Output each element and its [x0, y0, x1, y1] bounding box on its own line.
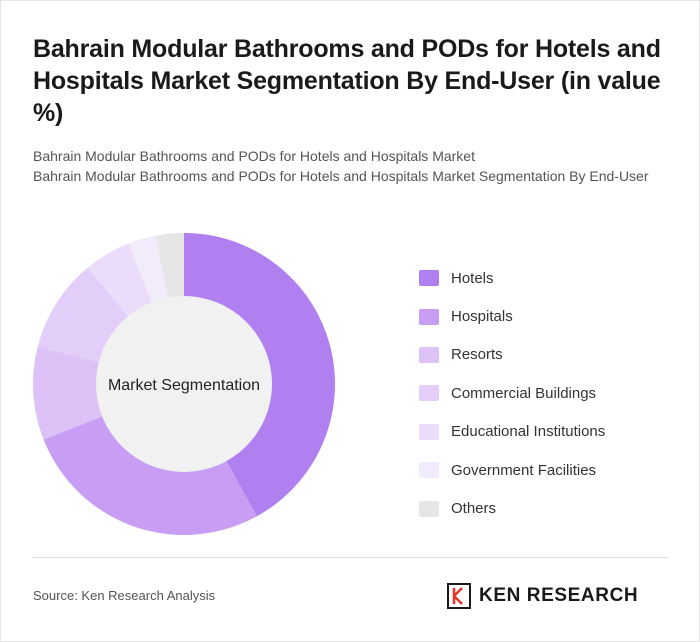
legend-swatch — [419, 385, 439, 402]
legend-item-government-facilities: Government Facilities — [419, 451, 689, 489]
legend-swatch — [419, 270, 439, 287]
ken-research-logo: KEN RESEARCH — [447, 583, 638, 609]
source-note: Source: Ken Research Analysis — [33, 588, 216, 603]
chart-subtitle: Bahrain Modular Bathrooms and PODs for H… — [33, 146, 673, 186]
subtitle-line-1: Bahrain Modular Bathrooms and PODs for H… — [33, 148, 475, 164]
footer-divider — [33, 557, 669, 558]
legend-label: Commercial Buildings — [451, 384, 597, 402]
legend-label: Hotels — [451, 269, 494, 287]
legend-item-hospitals: Hospitals — [419, 297, 689, 335]
legend-item-educational-institutions: Educational Institutions — [419, 413, 689, 451]
legend-label: Hospitals — [451, 308, 513, 326]
legend-item-others: Others — [419, 489, 689, 527]
ken-research-logo-icon — [447, 583, 471, 609]
donut-center-label: Market Segmentation — [108, 377, 260, 394]
legend-label: Resorts — [451, 346, 503, 364]
chart-title: Bahrain Modular Bathrooms and PODs for H… — [33, 35, 661, 127]
legend-swatch — [419, 308, 439, 325]
legend-swatch — [419, 423, 439, 440]
legend-label: Educational Institutions — [451, 423, 606, 441]
donut-chart: Market Segmentation — [32, 233, 335, 535]
legend-swatch — [419, 346, 439, 363]
subtitle-line-2: Bahrain Modular Bathrooms and PODs for H… — [33, 168, 649, 184]
legend-label: Government Facilities — [451, 461, 597, 479]
ken-research-logo-text: KEN RESEARCH — [479, 585, 639, 606]
legend-swatch — [419, 500, 439, 517]
legend-label: Others — [451, 500, 497, 518]
legend-swatch — [419, 462, 439, 479]
legend-item-resorts: Resorts — [419, 336, 689, 374]
donut-hole — [96, 296, 272, 472]
legend-item-hotels: Hotels — [419, 259, 689, 297]
legend-item-commercial-buildings: Commercial Buildings — [419, 374, 689, 412]
chart-legend: Hotels Hospitals Resorts Commercial Buildin… — [419, 259, 689, 528]
